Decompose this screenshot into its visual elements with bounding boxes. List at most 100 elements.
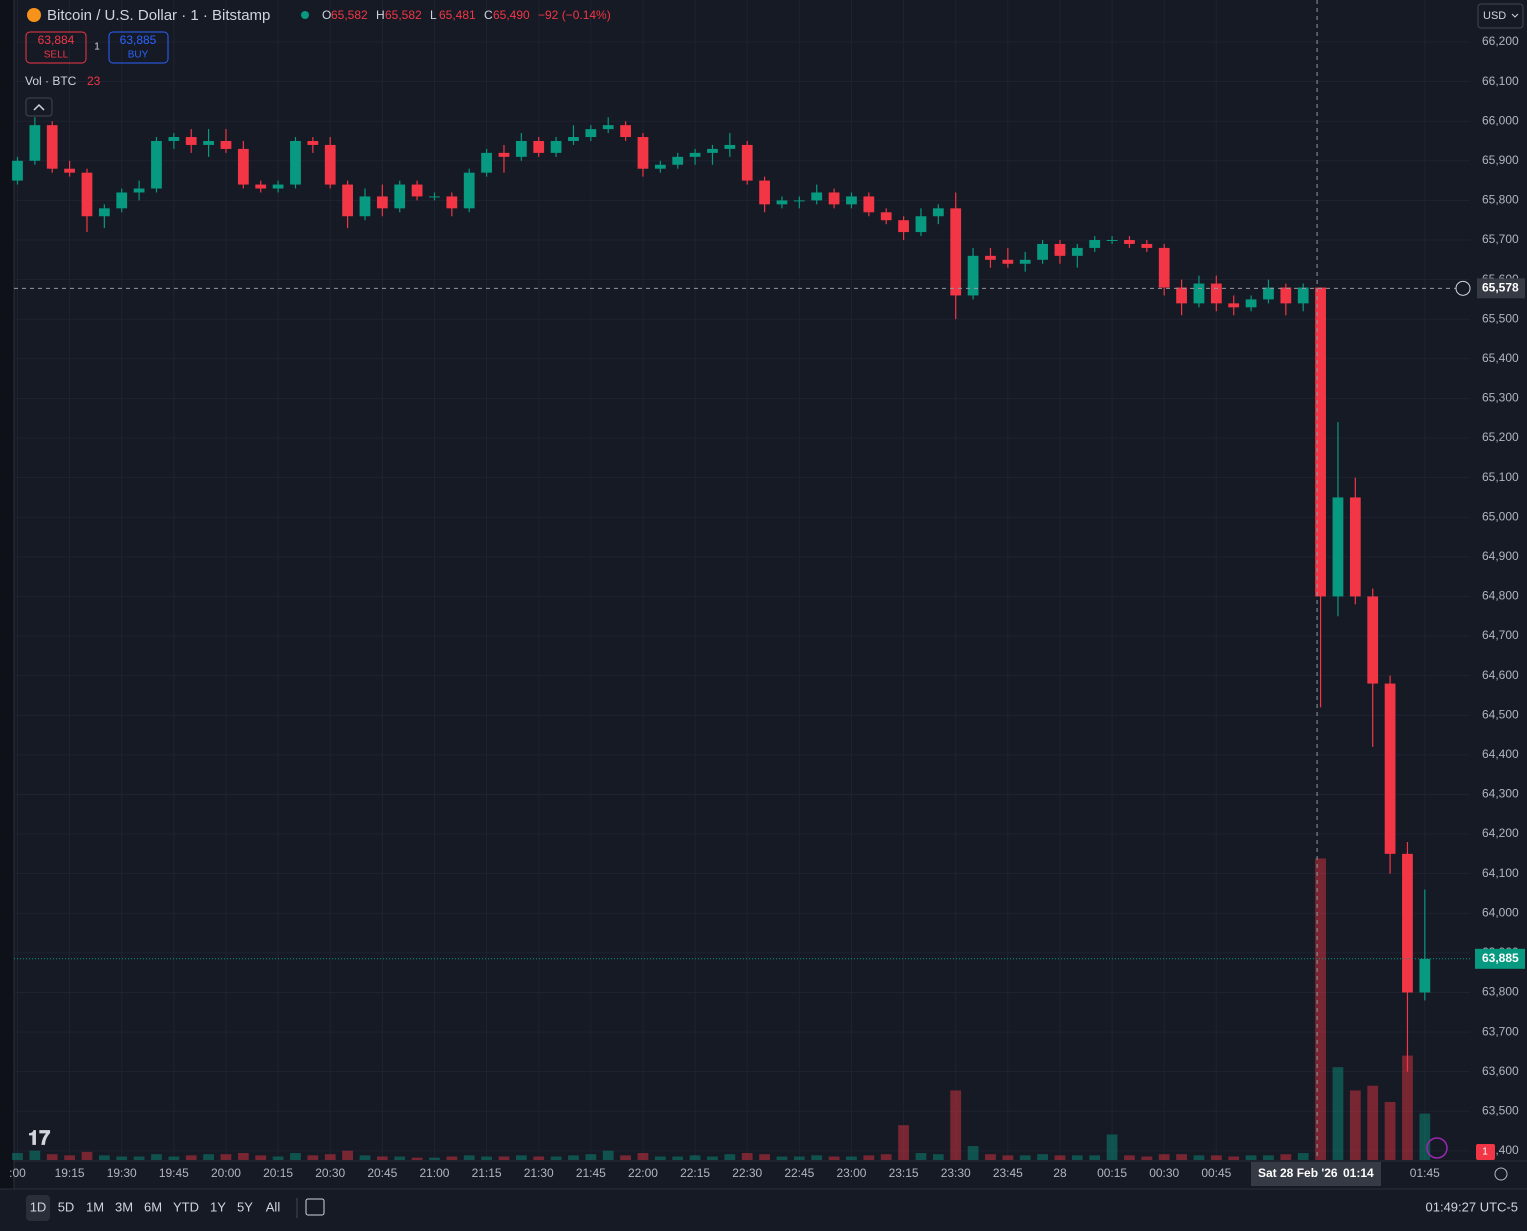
volume-bar [1245,1155,1257,1160]
candle-body [342,184,353,217]
x-tick-label: 21:15 [472,1166,502,1180]
ohlc-value: 65,481 [439,8,476,22]
volume-bar [1402,1055,1413,1160]
volume-bar [741,1153,753,1160]
candle-body [481,152,492,173]
candle-body [1228,303,1240,308]
volume-pane [12,858,1431,1160]
volume-bar [498,1156,510,1160]
volume-bar [985,1154,996,1160]
range-button[interactable]: 1D [30,1199,47,1214]
candle-body [915,216,927,233]
x-tick-label: 00:15 [1097,1166,1127,1180]
volume-bar [932,1154,944,1160]
assistant-icon[interactable] [1426,1137,1448,1159]
range-button[interactable]: YTD [173,1199,199,1214]
candle-body [741,144,753,181]
range-button[interactable]: 1Y [210,1199,226,1214]
volume-bar [689,1155,701,1160]
symbol-title[interactable]: Bitcoin / U.S. Dollar · 1 · Bitstamp [47,7,270,24]
change: −92 (−0.14%) [538,8,611,22]
candle-body [776,200,788,205]
ohlc-value: 65,582 [331,8,368,22]
x-tick-label: 21:45 [576,1166,606,1180]
candle-body [1349,497,1361,597]
currency: USD [1483,10,1506,22]
sell-button[interactable] [25,31,87,64]
y-tick-label: 66,200 [1482,34,1519,48]
collapse-button[interactable] [25,97,53,117]
range-active [26,1195,50,1221]
candle-body [1071,247,1083,256]
y-axis: 66,20066,10066,00065,90065,80065,70065,6… [1482,34,1519,1157]
candle-body [898,220,909,233]
buy-price: 63,885 [120,33,157,47]
volume-bar [950,1090,962,1160]
ohlc-value: 65,582 [385,8,422,22]
volume-bar [1037,1154,1048,1160]
y-tick-label: 66,000 [1482,113,1519,127]
candle-body [637,137,649,169]
x-tick-label: 21:30 [524,1166,554,1180]
volume-bar [1124,1155,1135,1160]
volume-bar [759,1154,770,1160]
candle-body [1089,240,1101,248]
volume-bar [446,1156,458,1160]
status-dot [301,11,309,19]
volume-bar [342,1150,353,1160]
volume-bar [151,1154,162,1160]
x-tick-label: :00 [9,1166,26,1180]
buy-button[interactable] [108,31,169,64]
volume-bar [1332,1067,1344,1160]
x-tick-label: 19:15 [55,1166,85,1180]
settings-icon[interactable] [1494,1167,1508,1181]
currency-caret [1511,13,1519,18]
volume-bar [1176,1154,1187,1160]
crosshair-add-button[interactable] [1455,280,1471,296]
candle-body [359,196,371,217]
candle-body [1367,596,1379,684]
y-tick-label: 63,500 [1482,1103,1519,1117]
volume-bar [515,1155,527,1160]
quantity: 1 [94,42,100,53]
candle-body [203,140,214,145]
volume-bar [793,1156,805,1160]
y-tick-label: 65,300 [1482,391,1519,405]
range-button[interactable]: 5Y [237,1199,253,1214]
x-tick-label: 22:45 [784,1166,814,1180]
x-tick-label: 20:15 [263,1166,293,1180]
volume-bar [324,1154,336,1160]
volume-bar [1054,1155,1066,1160]
x-tick-label: 20:00 [211,1166,241,1180]
candle-body [151,140,162,189]
candle-body [1158,247,1170,288]
volume-bar [64,1155,75,1160]
crosshair-time-label: 01:14 [1343,1166,1374,1180]
volume-bar [411,1157,423,1160]
candle-body [12,160,23,181]
crosshair-price-label: 65,578 [1482,280,1519,294]
candle-body [1384,683,1396,854]
range-button[interactable]: 6M [144,1199,162,1214]
x-axis: :00 19:15 19:30 19:45 20:00 20:15 20:30 20:45 21… [9,1166,1440,1180]
currency-button[interactable] [1477,3,1524,29]
range-buttons: 1D 5D 1M 3M 6M YTD 1Y 5Y All [26,1195,280,1221]
candle-body [307,140,319,145]
candle-body [1106,240,1118,241]
candle-body [1193,283,1205,304]
candle-body [133,188,145,193]
candle-body [220,140,232,149]
range-button[interactable]: 1M [86,1199,104,1214]
volume-bar [29,1150,41,1160]
crosshair-price-tag [1477,278,1525,299]
range-button[interactable]: 5D [58,1199,75,1214]
range-button[interactable]: 3M [115,1199,133,1214]
volume-bar [898,1125,909,1160]
range-button[interactable]: All [266,1199,281,1214]
candle-body [1054,243,1066,256]
date-range-icon[interactable] [305,1198,325,1216]
candle-body [376,196,388,209]
candle-body [255,184,267,189]
volume-bar [1106,1134,1118,1160]
candle-body [1245,299,1257,308]
